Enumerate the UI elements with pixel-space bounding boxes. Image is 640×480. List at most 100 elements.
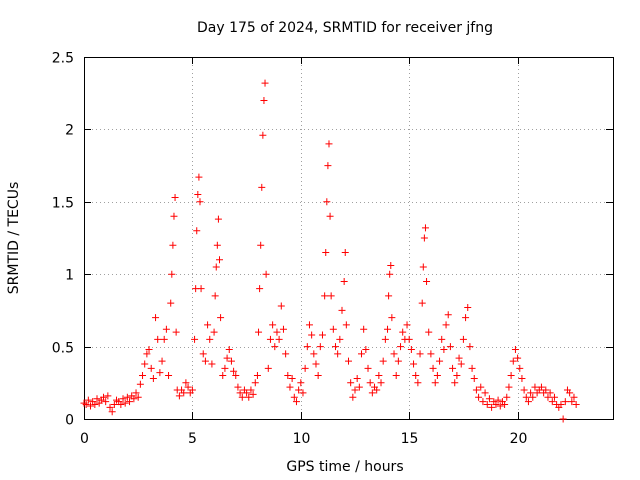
- data-point: [212, 263, 220, 271]
- y-tick-label: 0.5: [52, 341, 74, 357]
- data-point: [191, 335, 199, 343]
- data-point: [436, 357, 444, 365]
- data-point: [403, 321, 411, 329]
- data-point: [336, 335, 344, 343]
- data-point: [104, 392, 112, 400]
- data-point: [301, 364, 309, 372]
- data-point: [275, 335, 283, 343]
- data-point: [412, 372, 420, 380]
- data-point: [167, 299, 175, 307]
- data-point: [427, 350, 435, 358]
- data-point: [170, 212, 178, 220]
- data-point: [255, 328, 263, 336]
- data-point: [466, 343, 474, 351]
- data-point: [364, 364, 372, 372]
- data-point: [423, 277, 431, 285]
- data-point: [542, 386, 550, 394]
- data-point: [84, 396, 92, 404]
- data-point: [169, 241, 177, 249]
- data-point: [418, 299, 426, 307]
- data-point: [548, 398, 556, 406]
- data-point: [100, 393, 108, 401]
- data-point: [360, 325, 368, 333]
- data-point: [195, 173, 203, 181]
- data-point: [323, 198, 331, 206]
- data-point: [514, 354, 522, 362]
- data-point: [260, 96, 268, 104]
- data-point: [82, 401, 90, 409]
- data-point: [312, 360, 320, 368]
- data-point: [399, 328, 407, 336]
- data-point: [106, 403, 114, 411]
- data-point: [440, 345, 448, 353]
- data-point: [477, 383, 485, 391]
- data-point: [232, 372, 240, 380]
- data-point: [338, 306, 346, 314]
- data-point: [211, 292, 219, 300]
- data-point: [446, 343, 454, 351]
- data-point: [225, 345, 233, 353]
- data-point: [342, 321, 350, 329]
- data-point: [238, 393, 246, 401]
- data-point: [388, 314, 396, 322]
- data-point: [501, 401, 509, 409]
- data-point: [351, 386, 359, 394]
- data-point: [419, 263, 427, 271]
- data-point: [375, 372, 383, 380]
- data-point: [453, 372, 461, 380]
- data-point: [325, 140, 333, 148]
- data-point: [414, 379, 422, 387]
- data-point: [479, 398, 487, 406]
- data-point: [145, 345, 153, 353]
- data-point: [529, 393, 537, 401]
- data-point: [221, 364, 229, 372]
- data-point: [213, 241, 221, 249]
- data-point: [509, 357, 517, 365]
- data-point: [259, 131, 267, 139]
- data-point: [290, 393, 298, 401]
- data-point: [297, 379, 305, 387]
- data-point: [449, 364, 457, 372]
- data-point: [561, 398, 569, 406]
- data-point: [87, 402, 95, 410]
- data-point: [520, 386, 528, 394]
- data-point: [516, 364, 524, 372]
- data-point: [126, 398, 134, 406]
- y-axis-label: SRMTID / TECUs: [6, 182, 22, 295]
- data-point: [546, 389, 554, 397]
- data-point: [505, 383, 513, 391]
- data-point: [273, 328, 281, 336]
- data-point: [214, 215, 222, 223]
- data-point: [410, 360, 418, 368]
- data-point: [171, 193, 179, 201]
- data-point: [472, 386, 480, 394]
- data-point: [277, 302, 285, 310]
- data-point: [442, 321, 450, 329]
- data-point: [219, 372, 227, 380]
- data-point: [483, 401, 491, 409]
- data-point: [249, 390, 257, 398]
- data-point: [295, 386, 303, 394]
- data-point: [459, 335, 467, 343]
- data-point: [433, 372, 441, 380]
- data-point: [310, 350, 318, 358]
- data-point: [559, 415, 567, 423]
- data-point: [204, 321, 212, 329]
- data-point: [188, 386, 196, 394]
- data-point: [451, 379, 459, 387]
- data-point: [264, 364, 272, 372]
- data-point: [362, 345, 370, 353]
- data-point: [286, 383, 294, 391]
- data-point: [496, 402, 504, 410]
- data-point: [421, 224, 429, 232]
- data-point: [182, 379, 190, 387]
- data-point: [349, 393, 357, 401]
- data-point: [524, 398, 532, 406]
- data-point: [243, 389, 251, 397]
- data-point: [366, 379, 374, 387]
- data-point: [160, 335, 168, 343]
- data-point: [316, 343, 324, 351]
- data-point: [397, 343, 405, 351]
- data-point: [234, 383, 242, 391]
